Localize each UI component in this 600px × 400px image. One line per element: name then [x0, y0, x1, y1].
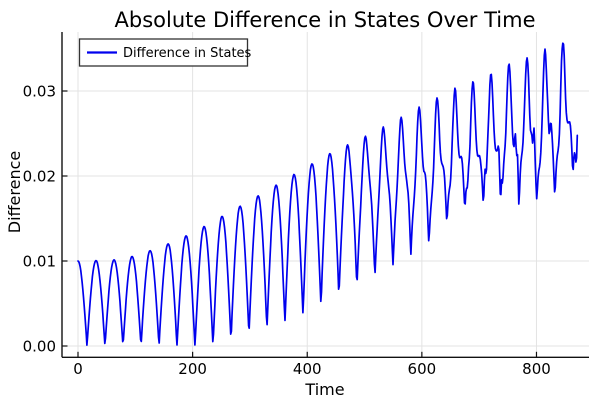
y-tick-label: 0.01 — [23, 252, 56, 270]
chart-title: Absolute Difference in States Over Time — [115, 8, 536, 32]
x-tick-labels: 0 200 400 600 800 — [73, 360, 551, 378]
y-tick-label: 0.00 — [23, 337, 56, 355]
x-tick-label: 800 — [522, 360, 551, 378]
x-tick-label: 600 — [408, 360, 437, 378]
y-axis-label: Difference — [5, 151, 24, 233]
y-tick-label: 0.03 — [23, 82, 56, 100]
legend-item-label: Difference in States — [123, 46, 252, 61]
tick-marks — [62, 90, 538, 358]
y-tick-labels: 0.00 0.01 0.02 0.03 — [23, 82, 56, 355]
difference-series-line — [77, 42, 579, 346]
x-axis-label: Time — [304, 380, 344, 399]
x-tick-label: 400 — [293, 360, 322, 378]
legend-box: Difference in States — [78, 38, 252, 67]
series-group — [77, 42, 579, 346]
x-tick-label: 0 — [73, 360, 83, 378]
x-tick-label: 200 — [178, 360, 207, 378]
y-tick-label: 0.02 — [23, 167, 56, 185]
axes-spines — [61, 32, 589, 358]
